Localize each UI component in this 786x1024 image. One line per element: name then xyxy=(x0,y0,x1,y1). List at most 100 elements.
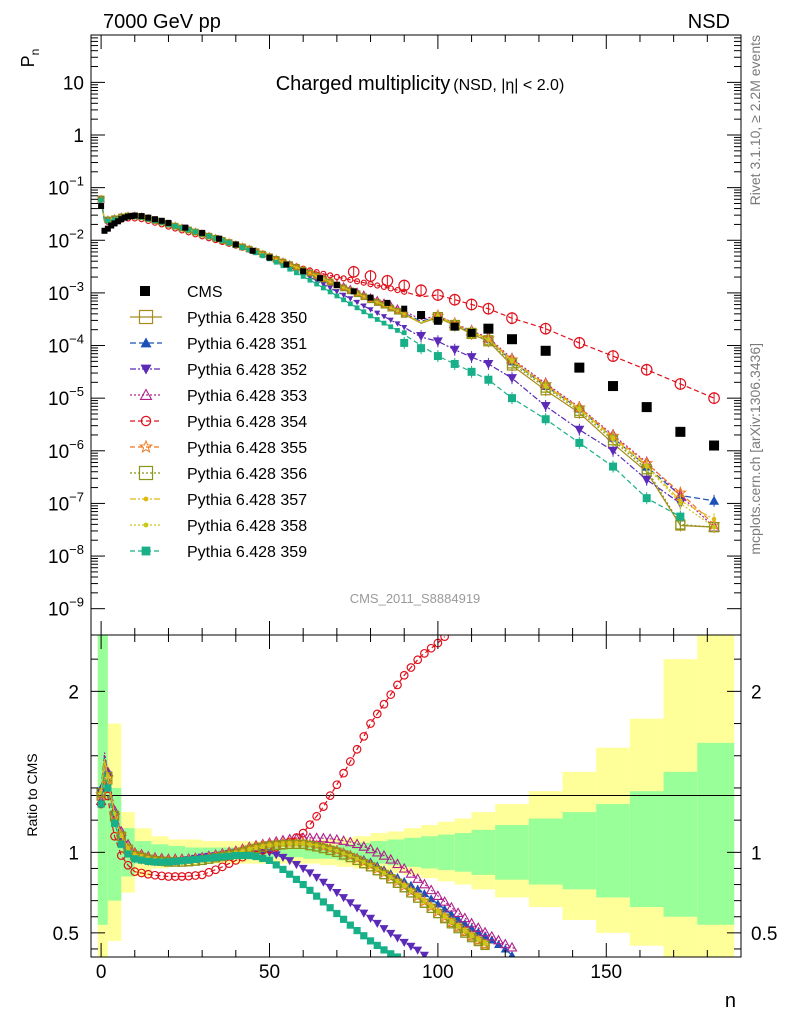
mc-marker-4 xyxy=(347,276,354,283)
ratio-marker-8 xyxy=(388,875,393,880)
ratio-marker-4 xyxy=(372,709,382,719)
ratio-marker-2 xyxy=(285,857,295,866)
ratio-marker-4 xyxy=(359,732,369,741)
y-tick-label: 10−2 xyxy=(48,226,84,252)
ratio-band-stat xyxy=(185,847,203,858)
ratio-marker-3 xyxy=(405,867,417,878)
cms-data-point xyxy=(232,241,239,248)
legend-label-1: Pythia 6.428 351 xyxy=(187,336,307,353)
mc-marker-9 xyxy=(327,289,333,295)
ratio-marker-3 xyxy=(493,934,504,945)
ratio-marker-9 xyxy=(306,886,314,894)
y-tick-label: 10−8 xyxy=(48,542,84,568)
legend-marker-7 xyxy=(143,496,149,502)
ratio-marker-3 xyxy=(338,835,350,845)
ratio-marker-9 xyxy=(104,784,112,792)
ratio-marker-8 xyxy=(260,845,265,850)
legend-label-2: Pythia 6.428 352 xyxy=(187,362,307,379)
mc-marker-8 xyxy=(308,271,312,275)
cms-data-point xyxy=(98,203,105,210)
legend-marker-6 xyxy=(138,465,154,481)
rivet-version-label: Rivet 3.1.10, ≥ 2.2M events xyxy=(747,35,763,205)
mc-marker-4 xyxy=(374,282,381,289)
ratio-marker-4 xyxy=(143,869,153,879)
ratio-marker-9 xyxy=(164,858,173,866)
cms-data-point xyxy=(138,213,145,220)
ratio-marker-6 xyxy=(258,842,268,852)
ratio-marker-6 xyxy=(311,842,322,852)
cms-data-point xyxy=(641,402,652,413)
x-tick-label: 0 xyxy=(96,962,107,983)
ratio-tick-label-right: 1 xyxy=(751,843,762,864)
cms-data-point xyxy=(158,217,165,224)
ratio-marker-8 xyxy=(395,879,400,884)
cms-data-point xyxy=(128,213,135,220)
ratio-marker-9 xyxy=(218,853,226,861)
cms-data-point xyxy=(506,334,517,345)
mc-marker-4 xyxy=(333,273,340,281)
cms-data-point xyxy=(283,261,290,268)
ratio-marker-4 xyxy=(130,867,140,877)
mc-marker-9 xyxy=(193,229,198,235)
ratio-marker-8 xyxy=(254,846,259,851)
ratio-band-stat xyxy=(562,812,597,890)
ratio-marker-4 xyxy=(103,791,113,801)
ratio-marker-3 xyxy=(358,840,370,851)
mc-marker-9 xyxy=(219,238,225,243)
ratio-marker-9 xyxy=(339,915,348,923)
ratio-marker-9 xyxy=(272,861,280,869)
ratio-marker-3 xyxy=(472,922,484,932)
mc-marker-9 xyxy=(98,197,104,203)
mc-marker-2 xyxy=(367,307,374,313)
ratio-marker-6 xyxy=(264,841,275,851)
ratio-marker-8 xyxy=(469,934,474,939)
cms-data-point xyxy=(483,323,494,334)
ratio-marker-9 xyxy=(366,937,375,945)
ratio-marker-9 xyxy=(232,851,240,860)
ratio-marker-6 xyxy=(332,847,342,857)
ratio-marker-8 xyxy=(126,847,131,852)
cms-data-point xyxy=(104,225,111,232)
y-tick-label-base: 10 xyxy=(48,284,69,305)
ratio-marker-3 xyxy=(479,926,491,937)
mc-marker-9 xyxy=(320,285,326,291)
mc-marker-2 xyxy=(347,296,354,302)
ratio-marker-9 xyxy=(319,898,327,906)
ratio-marker-9 xyxy=(205,854,213,862)
y-tick-label-exponent: −7 xyxy=(69,489,84,504)
ratio-marker-3 xyxy=(365,843,376,854)
x-tick-label: 50 xyxy=(259,962,280,983)
mc-marker-2 xyxy=(394,321,401,327)
ratio-marker-9 xyxy=(346,921,354,929)
mcplots-label: mcplots.cern.ch [arXiv:1306.3436] xyxy=(747,343,763,555)
mc-marker-9 xyxy=(361,309,367,315)
mc-marker-2 xyxy=(333,289,340,295)
ratio-band-stat xyxy=(697,742,735,925)
ratio-marker-8 xyxy=(462,929,467,934)
ratio-marker-9 xyxy=(373,941,381,950)
ratio-marker-2 xyxy=(291,860,301,870)
mc-marker-9 xyxy=(273,259,279,265)
ratio-marker-4 xyxy=(137,868,146,878)
ratio-marker-2 xyxy=(345,899,355,908)
y-tick-label-base: 10 xyxy=(48,600,69,621)
ratio-band-stat xyxy=(471,829,496,875)
mc-marker-9 xyxy=(294,270,299,276)
x-axis-label: n xyxy=(725,990,736,1012)
cms-data-point xyxy=(317,275,324,282)
ratio-marker-8 xyxy=(449,920,454,925)
legend-marker-2 xyxy=(140,364,152,375)
ratio-marker-4 xyxy=(379,699,389,709)
ratio-marker-3 xyxy=(418,878,430,889)
y-tick-label-exponent: −9 xyxy=(69,595,84,610)
chart-title-main: Charged multiplicity xyxy=(276,73,451,95)
mc-marker-9 xyxy=(368,313,373,319)
legend-cms-marker xyxy=(140,286,150,296)
ratio-marker-4 xyxy=(312,811,322,821)
ratio-marker-2 xyxy=(392,934,402,943)
cms-data-point xyxy=(574,362,585,373)
ratio-band-stat xyxy=(404,837,422,867)
mc-marker-9 xyxy=(395,327,400,333)
ratio-marker-9 xyxy=(387,950,395,957)
ratio-marker-4 xyxy=(319,802,328,812)
